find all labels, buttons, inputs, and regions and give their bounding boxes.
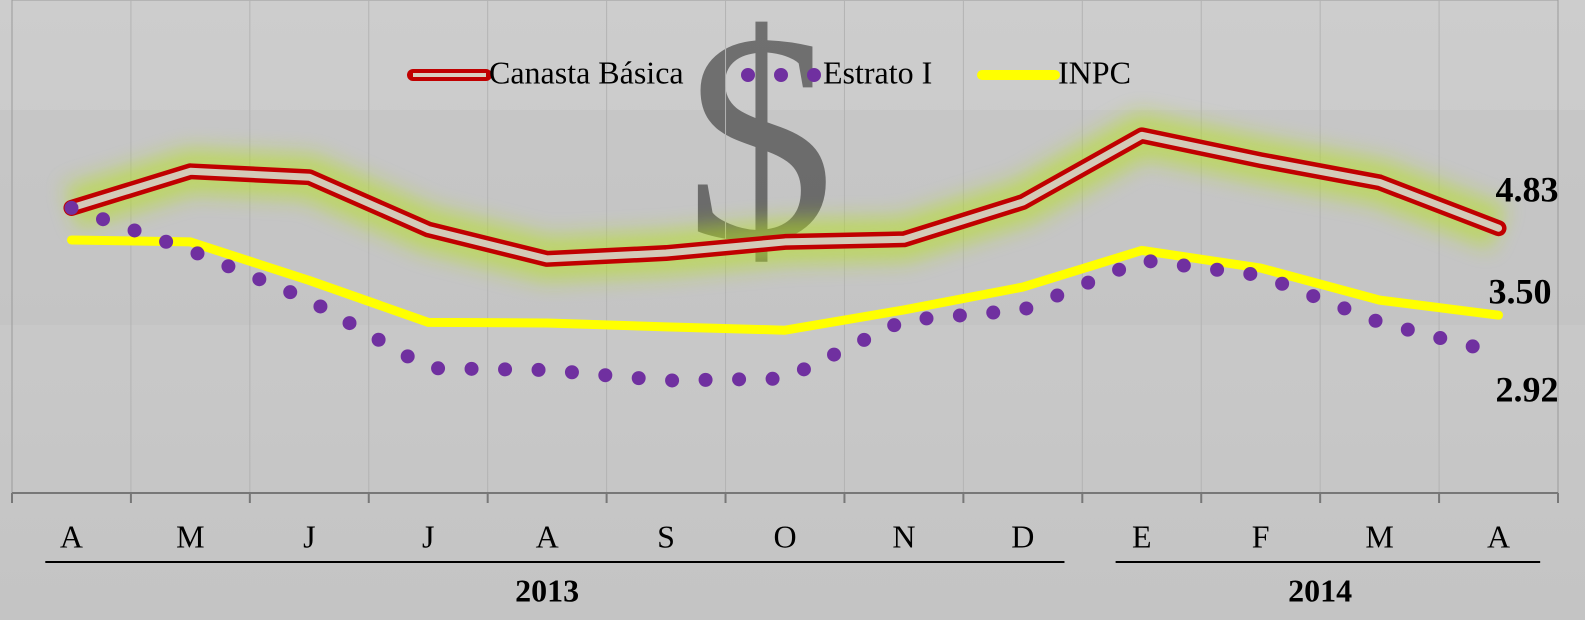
legend-label: INPC (1058, 54, 1131, 90)
band (0, 110, 1585, 325)
line-inner (67, 131, 1503, 263)
value-label: 2.92 (1496, 369, 1559, 409)
x-tick-label: E (1132, 518, 1152, 554)
value-label: 3.50 (1489, 271, 1552, 311)
x-tick-label: D (1011, 518, 1034, 554)
x-tick-label: A (60, 518, 83, 554)
value-label: 4.83 (1496, 169, 1559, 209)
legend-label: Estrato I (823, 54, 932, 90)
legend-label: Canasta Básica (489, 54, 684, 90)
legend: Canasta Básica Estrato I INPC (407, 54, 1131, 90)
x-tick-label: O (773, 518, 796, 554)
x-tick-label: J (422, 518, 434, 554)
x-tick-label: M (1365, 518, 1393, 554)
x-tick-label: A (536, 518, 559, 554)
year-label: 2014 (1288, 572, 1352, 608)
year-label: 2013 (515, 572, 579, 608)
x-tick-label: M (176, 518, 204, 554)
x-tick-label: F (1252, 518, 1270, 554)
x-tick-label: S (657, 518, 675, 554)
x-tick-label: A (1487, 518, 1510, 554)
line (66, 235, 1504, 335)
x-tick-label: J (303, 518, 315, 554)
x-tick-label: N (892, 518, 915, 554)
